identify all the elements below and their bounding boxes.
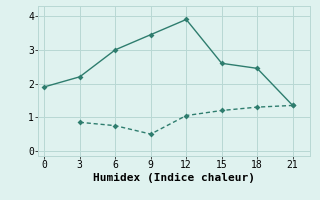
X-axis label: Humidex (Indice chaleur): Humidex (Indice chaleur): [93, 173, 255, 183]
